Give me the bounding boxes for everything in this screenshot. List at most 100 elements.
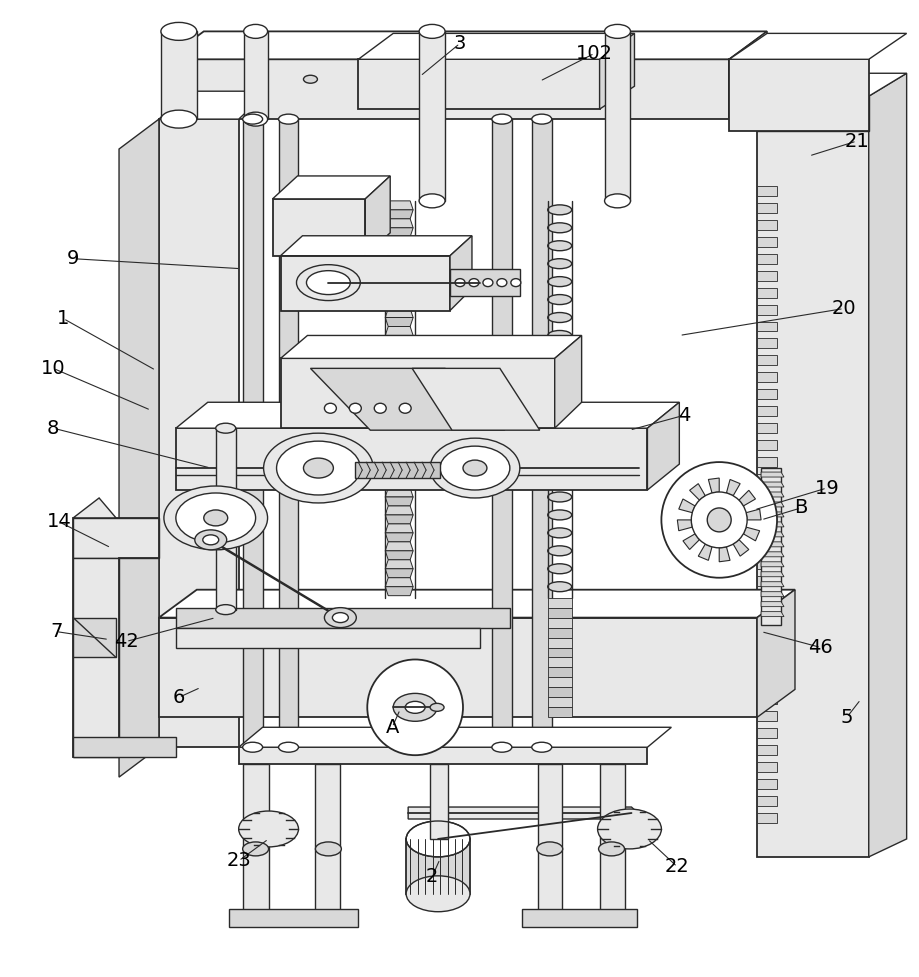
Text: 22: 22 — [664, 858, 689, 876]
Polygon shape — [243, 849, 268, 916]
Circle shape — [367, 659, 462, 755]
Polygon shape — [385, 281, 413, 290]
Ellipse shape — [536, 842, 562, 856]
Ellipse shape — [547, 366, 571, 376]
Polygon shape — [547, 658, 571, 667]
Polygon shape — [492, 119, 511, 747]
Polygon shape — [385, 300, 413, 309]
Polygon shape — [647, 403, 678, 490]
Ellipse shape — [405, 821, 470, 857]
Text: B: B — [793, 498, 807, 518]
Polygon shape — [756, 711, 777, 721]
Ellipse shape — [161, 22, 197, 40]
Polygon shape — [176, 428, 647, 490]
Polygon shape — [176, 627, 480, 648]
Polygon shape — [599, 764, 624, 849]
Polygon shape — [385, 551, 413, 560]
Text: 5: 5 — [840, 707, 852, 727]
Ellipse shape — [547, 438, 571, 448]
Ellipse shape — [315, 842, 341, 856]
Polygon shape — [868, 73, 905, 857]
Polygon shape — [756, 389, 777, 400]
Text: 46: 46 — [808, 638, 833, 657]
Polygon shape — [385, 488, 413, 497]
Polygon shape — [756, 474, 777, 484]
Polygon shape — [280, 235, 471, 256]
Polygon shape — [547, 638, 571, 648]
Polygon shape — [385, 210, 413, 219]
Ellipse shape — [597, 809, 661, 849]
Polygon shape — [760, 592, 783, 597]
Polygon shape — [756, 762, 777, 772]
Polygon shape — [238, 747, 647, 764]
Ellipse shape — [176, 493, 255, 543]
Polygon shape — [682, 533, 698, 549]
Text: 1: 1 — [57, 309, 69, 328]
Polygon shape — [385, 354, 413, 362]
Polygon shape — [756, 321, 777, 331]
Polygon shape — [449, 235, 471, 311]
Polygon shape — [729, 33, 905, 60]
Polygon shape — [315, 764, 340, 849]
Polygon shape — [678, 499, 694, 513]
Polygon shape — [760, 468, 780, 624]
Polygon shape — [385, 560, 413, 569]
Text: A: A — [385, 718, 399, 737]
Ellipse shape — [243, 743, 262, 752]
Polygon shape — [760, 562, 783, 567]
Ellipse shape — [547, 313, 571, 322]
Polygon shape — [385, 273, 413, 281]
Polygon shape — [760, 522, 783, 527]
Ellipse shape — [598, 842, 624, 856]
Polygon shape — [760, 492, 783, 497]
Polygon shape — [176, 608, 509, 627]
Polygon shape — [74, 617, 116, 658]
Polygon shape — [385, 532, 413, 542]
Ellipse shape — [455, 278, 464, 286]
Polygon shape — [385, 228, 413, 236]
Polygon shape — [756, 356, 777, 365]
Polygon shape — [161, 31, 197, 119]
Polygon shape — [547, 608, 571, 617]
Ellipse shape — [244, 112, 267, 126]
Polygon shape — [756, 590, 794, 717]
Polygon shape — [159, 617, 756, 717]
Polygon shape — [756, 695, 777, 704]
Text: 14: 14 — [47, 512, 72, 531]
Polygon shape — [554, 335, 581, 428]
Polygon shape — [547, 648, 571, 658]
Polygon shape — [385, 309, 413, 318]
Polygon shape — [756, 626, 777, 637]
Ellipse shape — [492, 114, 511, 124]
Text: 23: 23 — [226, 851, 251, 871]
Ellipse shape — [278, 743, 298, 752]
Ellipse shape — [547, 546, 571, 556]
Polygon shape — [385, 407, 413, 416]
Ellipse shape — [462, 460, 486, 476]
Polygon shape — [756, 491, 777, 501]
Ellipse shape — [547, 510, 571, 520]
Circle shape — [707, 508, 731, 531]
Ellipse shape — [164, 486, 267, 550]
Ellipse shape — [547, 456, 571, 466]
Polygon shape — [385, 380, 413, 389]
Polygon shape — [756, 660, 777, 670]
Ellipse shape — [419, 24, 445, 38]
Ellipse shape — [547, 528, 571, 538]
Ellipse shape — [531, 114, 551, 124]
Polygon shape — [756, 220, 777, 230]
Polygon shape — [756, 203, 777, 213]
Polygon shape — [385, 371, 413, 380]
Ellipse shape — [296, 265, 360, 301]
Text: 4: 4 — [677, 405, 690, 425]
Polygon shape — [729, 60, 868, 131]
Polygon shape — [756, 338, 777, 349]
Polygon shape — [756, 745, 777, 755]
Ellipse shape — [547, 205, 571, 215]
Ellipse shape — [547, 474, 571, 484]
Polygon shape — [357, 33, 634, 60]
Polygon shape — [385, 542, 413, 551]
Polygon shape — [419, 31, 445, 201]
Polygon shape — [547, 598, 571, 608]
Ellipse shape — [547, 581, 571, 592]
